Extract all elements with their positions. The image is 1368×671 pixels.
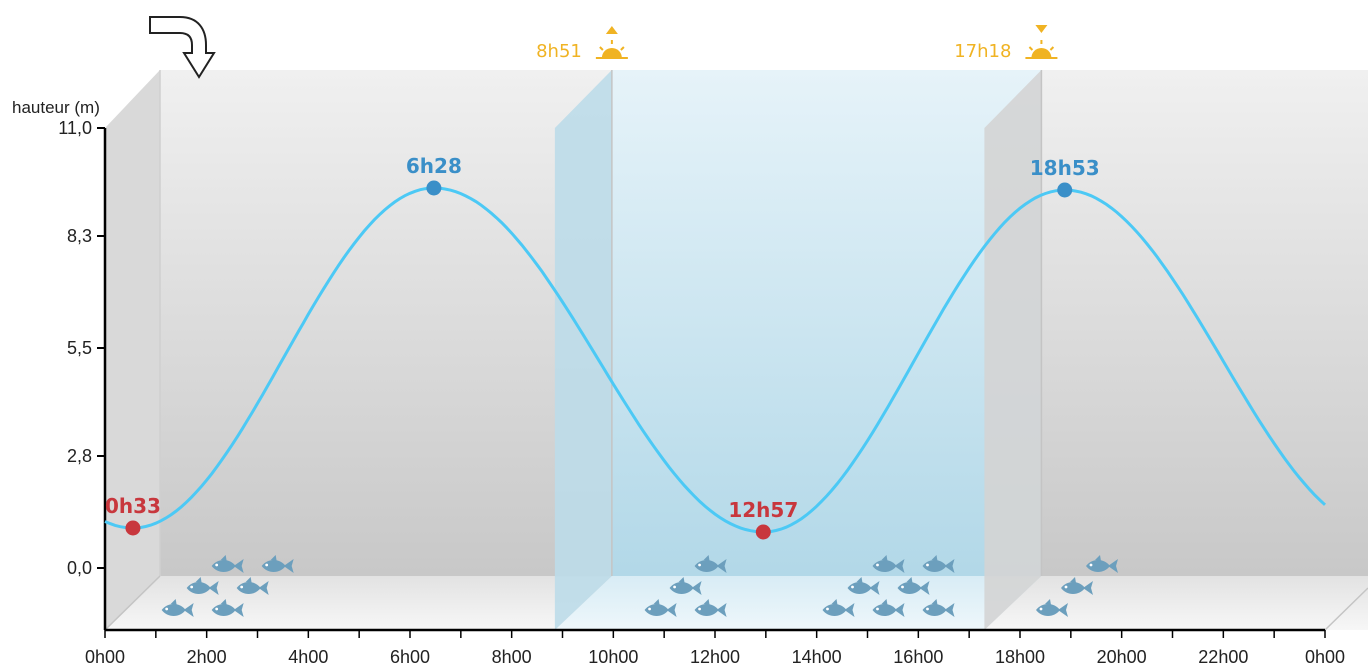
daylight-left-wall (554, 70, 612, 630)
y-ticks: 11,0 8,3 5,5 2,8 0,0 (58, 118, 105, 578)
floor-edge (104, 575, 161, 631)
night-right-wall (984, 70, 1042, 630)
x-tick-label: 2h00 (187, 647, 227, 667)
x-tick-label: 8h00 (492, 647, 532, 667)
x-tick-label: 18h00 (995, 647, 1045, 667)
sunset-icon (1025, 25, 1058, 59)
floor-edge (1324, 587, 1368, 631)
y-tick-label: 5,5 (67, 338, 92, 358)
tide-high-point[interactable] (1057, 182, 1073, 198)
x-tick-label: 6h00 (390, 647, 430, 667)
x-tick-label: 16h00 (893, 647, 943, 667)
sunrise-icon (595, 26, 628, 59)
chart-backdrop (104, 70, 1368, 631)
sunrise-label: 8h51 (536, 41, 582, 62)
x-ticks: 0h00 2h00 4h00 6h00 8h00 10h00 12h00 14h00 16h00… (85, 630, 1345, 667)
tide-low-label: 12h57 (728, 498, 798, 522)
tide-high-label: 18h53 (1030, 156, 1100, 180)
x-tick-label: 14h00 (792, 647, 842, 667)
y-tick-label: 0,0 (67, 558, 92, 578)
sun-markers: 8h51 17h18 (536, 25, 1058, 62)
tide-high-label: 6h28 (406, 154, 462, 178)
x-tick-label: 20h00 (1097, 647, 1147, 667)
daylight-floor (554, 576, 1042, 630)
x-tick-label: 10h00 (588, 647, 638, 667)
y-axis-title: hauteur (m) (12, 98, 100, 117)
x-tick-label: 0h00 (85, 647, 125, 667)
x-tick-label: 0h00 (1305, 647, 1345, 667)
tide-low-label: 0h33 (105, 494, 161, 518)
x-tick-label: 12h00 (690, 647, 740, 667)
side-wall (105, 70, 160, 630)
tide-curve (104, 186, 1327, 534)
x-tick-label: 22h00 (1198, 647, 1248, 667)
tide-low-point[interactable] (755, 524, 771, 540)
tide-high-point[interactable] (426, 180, 442, 196)
turn-down-arrow-icon[interactable] (149, 16, 216, 79)
tide-low-point[interactable] (125, 520, 141, 536)
tide-extremes: 0h33 6h28 12h57 18h53 (105, 154, 1100, 540)
y-tick-label: 8,3 (67, 226, 92, 246)
y-tick-label: 2,8 (67, 446, 92, 466)
y-tick-label: 11,0 (58, 118, 92, 138)
x-tick-label: 4h00 (288, 647, 328, 667)
daylight-back (611, 70, 1042, 576)
sunset-label: 17h18 (954, 41, 1011, 62)
